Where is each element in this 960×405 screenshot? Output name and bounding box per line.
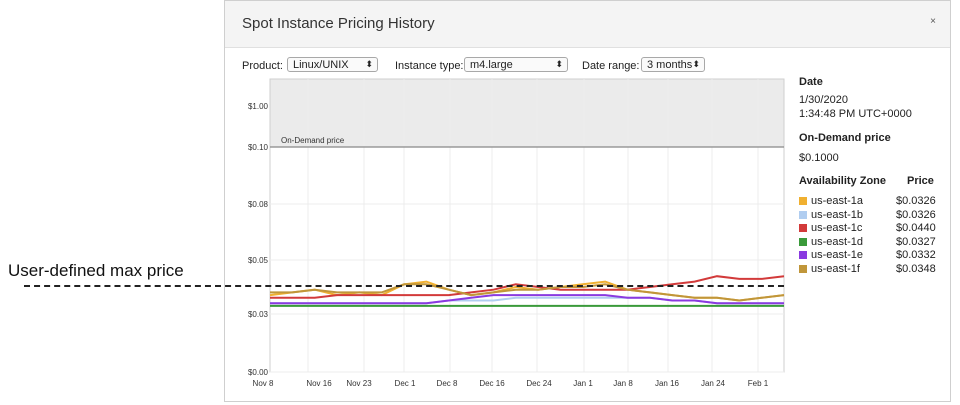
x-tick-label: Nov 16 [306, 379, 332, 388]
instance-type-label: Instance type: [395, 60, 464, 72]
max-price-dashed-line [24, 285, 784, 287]
az-price: $0.0326 [896, 195, 936, 207]
above-ondemand-region [270, 79, 784, 147]
az-swatch [799, 237, 807, 246]
x-tick-label: Dec 16 [479, 379, 505, 388]
series-line-us-east-1f [270, 283, 785, 302]
y-tick-label: $1.00 [248, 102, 269, 111]
pricing-history-dialog: Spot Instance Pricing History × Product:… [224, 0, 951, 402]
dialog-title: Spot Instance Pricing History [242, 15, 435, 32]
date-range-label: Date range: [582, 60, 640, 72]
ondemand-price-label: On-Demand price [281, 136, 345, 145]
max-price-annotation-label: User-defined max price [8, 261, 184, 280]
y-tick-label: $0.08 [248, 200, 269, 209]
az-price: $0.0326 [896, 208, 936, 221]
az-name: us-east-1a [811, 195, 863, 207]
x-tick-label: Feb 1 [748, 379, 769, 388]
y-tick-label: $0.00 [248, 368, 269, 377]
date-value: 1/30/2020 [799, 94, 848, 106]
y-tick-label: $0.05 [248, 256, 269, 265]
az-price: $0.0327 [896, 235, 936, 248]
az-row-us-east-1e: us-east-1e $0.0332 [799, 249, 939, 262]
price-chart: Nov 8 Nov 16 Nov 23 Dec 1 Dec 8 Dec 16 Dec 24 J… [248, 78, 785, 388]
az-name: us-east-1e [811, 249, 863, 261]
az-swatch [799, 224, 807, 232]
updown-arrows-icon: ⬍ [365, 59, 373, 69]
az-price: $0.0440 [896, 222, 936, 234]
ondemand-value: $0.1000 [799, 152, 839, 164]
product-select-value: Linux/UNIX [293, 59, 349, 71]
az-swatch [799, 197, 807, 205]
az-name: us-east-1c [811, 222, 863, 234]
az-row-us-east-1a: us-east-1a $0.0326 [799, 195, 939, 208]
az-row-us-east-1b: us-east-1b $0.0326 [799, 209, 939, 222]
series-line-us-east-1e [270, 294, 784, 305]
date-range-select-value: 3 months [647, 59, 693, 71]
x-tick-label: Nov 8 [253, 379, 274, 388]
product-select[interactable]: Linux/UNIX ⬍ [287, 57, 378, 72]
x-tick-label: Jan 16 [655, 379, 680, 388]
date-range-select[interactable]: 3 months ⬍ [641, 57, 705, 72]
az-swatch [799, 210, 807, 219]
dialog-header: Spot Instance Pricing History × [225, 1, 950, 48]
x-tick-label: Nov 23 [346, 379, 372, 388]
product-label: Product: [242, 60, 283, 72]
close-icon[interactable]: × [930, 16, 936, 27]
az-row-us-east-1d: us-east-1d $0.0327 [799, 236, 939, 249]
az-price: $0.0332 [896, 249, 936, 261]
ondemand-heading: On-Demand price [799, 132, 891, 144]
updown-arrows-icon: ⬍ [692, 59, 700, 69]
y-tick-label: $0.03 [248, 310, 269, 319]
x-tick-label: Dec 8 [437, 379, 458, 388]
x-tick-label: Dec 1 [395, 379, 416, 388]
x-tick-label: Jan 1 [573, 379, 593, 388]
y-tick-label: $0.10 [248, 143, 269, 152]
x-tick-label: Jan 24 [701, 379, 726, 388]
az-name: us-east-1d [811, 235, 863, 248]
az-price: $0.0348 [896, 262, 936, 275]
az-swatch [799, 264, 807, 273]
az-row-us-east-1c: us-east-1c $0.0440 [799, 222, 939, 235]
az-name: us-east-1b [811, 208, 863, 221]
az-row-us-east-1f: us-east-1f $0.0348 [799, 263, 939, 276]
date-heading: Date [799, 76, 823, 88]
updown-arrows-icon: ⬍ [555, 59, 563, 69]
instance-type-select[interactable]: m4.large ⬍ [464, 57, 568, 72]
x-tick-label: Dec 24 [526, 379, 552, 388]
az-name: us-east-1f [811, 262, 860, 275]
price-heading: Price [907, 175, 934, 187]
az-heading: Availability Zone [799, 175, 887, 187]
x-tick-label: Jan 8 [613, 379, 633, 388]
az-swatch [799, 251, 807, 259]
time-value: 1:34:48 PM UTC+0000 [799, 108, 912, 120]
instance-type-select-value: m4.large [470, 59, 513, 71]
